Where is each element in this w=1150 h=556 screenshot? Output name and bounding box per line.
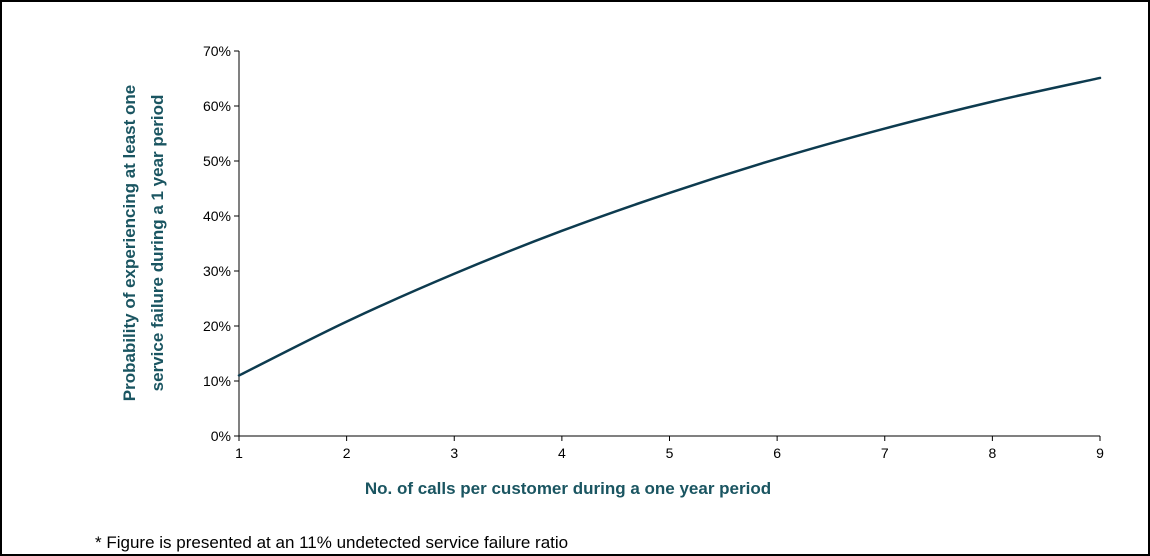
x-axis-label: No. of calls per customer during a one y… bbox=[365, 479, 771, 498]
x-tick-label: 5 bbox=[666, 445, 674, 461]
y-axis-label-line: service failure during a 1 year period bbox=[148, 95, 167, 392]
y-tick-label: 50% bbox=[203, 153, 231, 169]
y-tick-label: 10% bbox=[203, 373, 231, 389]
y-axis: 0% 10% 20% 30% 40% 50% 60% 70% bbox=[203, 43, 240, 444]
y-tick-label: 20% bbox=[203, 318, 231, 334]
y-tick-label: 30% bbox=[203, 263, 231, 279]
y-tick-label: 60% bbox=[203, 98, 231, 114]
x-axis: 1 2 3 4 5 6 7 8 9 bbox=[235, 435, 1104, 461]
footnote: * Figure is presented at an 11% undetect… bbox=[95, 533, 569, 552]
y-tick-label: 70% bbox=[203, 43, 231, 59]
series-line bbox=[237, 76, 1102, 377]
x-tick-label: 6 bbox=[773, 445, 781, 461]
x-tick-label: 2 bbox=[343, 445, 351, 461]
x-tick-label: 9 bbox=[1096, 445, 1104, 461]
y-axis-label-text: Probability of experiencing at least one… bbox=[120, 85, 167, 401]
x-tick-label: 1 bbox=[235, 445, 243, 461]
series-group bbox=[237, 76, 1102, 377]
y-axis-label-line: Probability of experiencing at least one bbox=[120, 85, 139, 401]
x-tick-label: 7 bbox=[881, 445, 889, 461]
x-tick-label: 8 bbox=[988, 445, 996, 461]
y-tick-label: 40% bbox=[203, 208, 231, 224]
x-tick-label: 3 bbox=[450, 445, 458, 461]
x-tick-label: 4 bbox=[558, 445, 566, 461]
y-axis-label: Probability of experiencing at least one… bbox=[120, 85, 167, 401]
y-tick-label: 0% bbox=[211, 428, 231, 444]
